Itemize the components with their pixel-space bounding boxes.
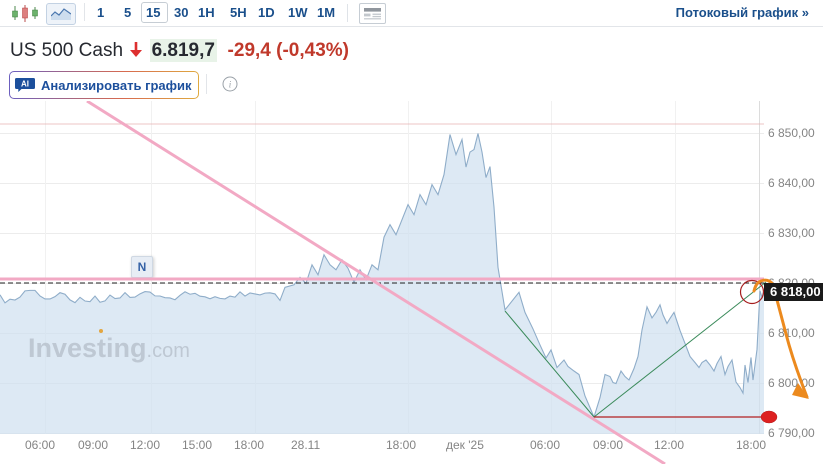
svg-text:i: i bbox=[229, 80, 232, 90]
svg-text:AI: AI bbox=[21, 80, 29, 89]
